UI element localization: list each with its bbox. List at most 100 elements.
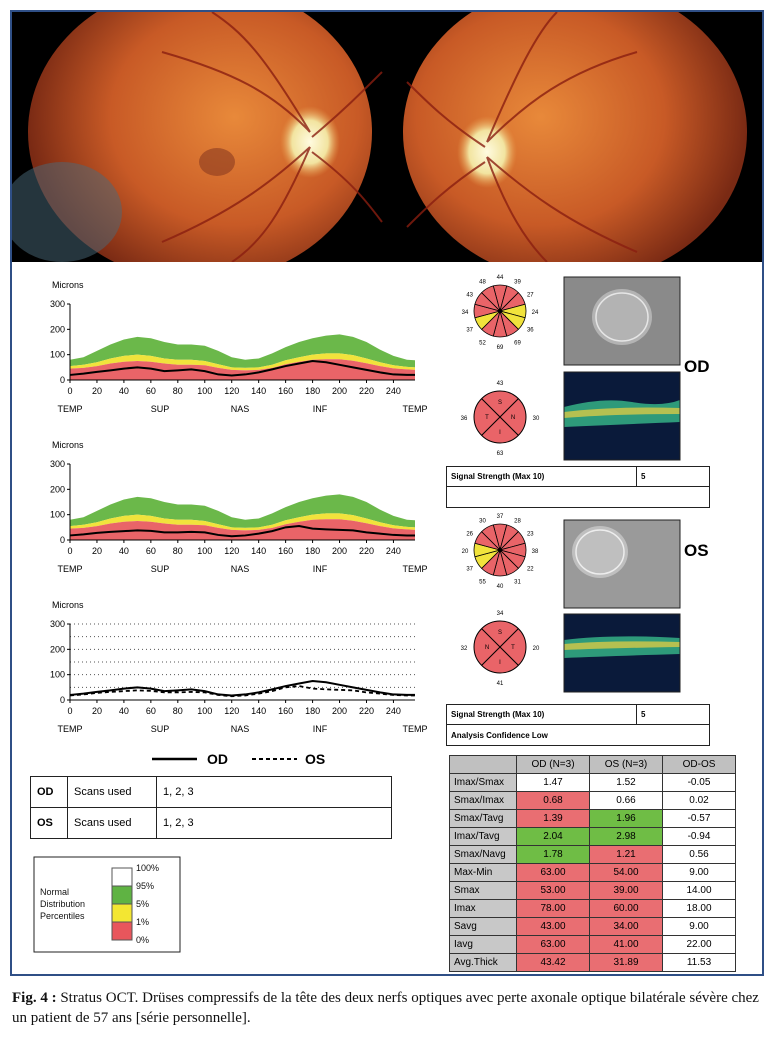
signal-box-os: Signal Strength (Max 10) 5 Analysis Conf… [446, 704, 710, 746]
metric-diff-value: 9.00 [662, 863, 736, 882]
band-95-5 [70, 494, 415, 528]
region-label: SUP [151, 724, 170, 734]
eye-label-od: OD [684, 357, 710, 376]
scans-row-od: OD Scans used 1, 2, 3 [30, 776, 392, 808]
clock-sector [481, 524, 501, 552]
clock-value: 43 [466, 293, 473, 299]
y-tick-label: 0 [60, 695, 65, 705]
clock-value: 69 [514, 340, 521, 346]
region-label: NAS [231, 564, 250, 574]
tsnit-chart-os: Microns 300 200 100 00 20 40 60 80 100 120 140 160 18… [50, 440, 428, 574]
caption-label: Fig. 4 : [12, 990, 57, 1006]
metric-od-value: 0.68 [516, 791, 590, 810]
x-tick-label: 100 [197, 546, 212, 556]
region-label: TEMP [57, 404, 82, 414]
series-line-os [69, 525, 415, 538]
tsnit-chart-od: Microns 300 200 100 00 20 40 60 80 100 120 140 160 18… [50, 280, 428, 414]
quad-value-left: 36 [461, 416, 468, 422]
metrics-row: Smax/Imax 0.68 0.66 0.02 [449, 791, 736, 810]
metrics-row: Smax/Tavg 1.39 1.96 -0.57 [449, 809, 736, 828]
series-line-od [69, 679, 415, 697]
metric-diff-value: 18.00 [662, 899, 736, 918]
metric-od-value: 78.00 [516, 899, 590, 918]
metric-os-value: 1.96 [589, 809, 663, 828]
scans-label-od: Scans used [67, 776, 157, 808]
quad-divider [481, 628, 519, 666]
signal-label-od: Signal Strength (Max 10) [447, 467, 637, 487]
region-label: NAS [231, 724, 250, 734]
scans-eye-os: OS [30, 807, 68, 839]
y-tick-label: 100 [50, 510, 65, 520]
metric-diff-value: -0.05 [662, 773, 736, 792]
x-tick-label: 200 [332, 546, 347, 556]
clock-value: 69 [497, 345, 504, 351]
quad-value-left: 32 [461, 646, 468, 652]
clock-value: 48 [479, 280, 486, 286]
series-line-os [69, 685, 415, 698]
metric-diff-value: 22.00 [662, 935, 736, 954]
clock-value: 44 [497, 275, 504, 281]
chart-title: Microns [52, 280, 84, 290]
legend-title-2: Distribution [40, 899, 85, 909]
quad-inner-label: N [511, 415, 515, 421]
metrics-header-diff: OD-OS [662, 755, 736, 774]
metric-label: Smax/Navg [449, 845, 517, 864]
band-5-1 [70, 513, 415, 531]
clock-value: 37 [466, 567, 473, 573]
eye-label-os: OS [684, 541, 709, 560]
metrics-row: Imax/Tavg 2.04 2.98 -0.94 [449, 827, 736, 846]
clock-value: 20 [462, 549, 469, 555]
quad-value-bottom: 63 [497, 451, 504, 457]
x-tick-label: 120 [224, 546, 239, 556]
metric-os-value: 41.00 [589, 935, 663, 954]
quad-value-bottom: 41 [497, 681, 504, 687]
metrics-row: Imax/Smax 1.47 1.52 -0.05 [449, 773, 736, 792]
metrics-header-od: OD (N=3) [516, 755, 590, 774]
clock-value: 24 [532, 310, 539, 316]
region-label: TEMP [57, 724, 82, 734]
y-tick-label: 100 [50, 670, 65, 680]
metric-os-value: 54.00 [589, 863, 663, 882]
clock-sector [481, 285, 501, 313]
metrics-row: Iavg 63.00 41.00 22.00 [449, 935, 736, 954]
x-tick-label: 20 [92, 546, 102, 556]
legend-level-100: 100% [136, 863, 159, 873]
metric-label: Imax/Smax [449, 773, 517, 792]
legend-level-95: 95% [136, 881, 154, 891]
x-tick-label: 60 [146, 386, 156, 396]
clock-value: 52 [479, 340, 486, 346]
metrics-table: OD (N=3) OS (N=3) OD-OS Imax/Smax 1.47 1.5… [449, 755, 736, 972]
signal-label-os: Signal Strength (Max 10) [447, 705, 637, 725]
y-tick-label: 200 [50, 484, 65, 494]
x-tick-label: 60 [146, 546, 156, 556]
fundus-photo-os [387, 12, 762, 262]
x-tick-label: 100 [197, 706, 212, 716]
x-tick-label: 200 [332, 386, 347, 396]
metric-os-value: 1.52 [589, 773, 663, 792]
metric-os-value: 2.98 [589, 827, 663, 846]
x-tick-label: 240 [386, 386, 401, 396]
fundus-photos [12, 12, 762, 262]
x-tick-label: 20 [92, 386, 102, 396]
scans-row-os: OS Scans used 1, 2, 3 [30, 807, 392, 839]
metric-od-value: 63.00 [516, 863, 590, 882]
quad-inner-label: S [498, 400, 502, 406]
clock-value: 39 [514, 280, 521, 286]
clock-center [498, 309, 502, 313]
region-label: INF [313, 404, 328, 414]
os-line-label: OS [305, 751, 325, 767]
metric-label: Smax [449, 881, 517, 900]
metric-diff-value: 0.56 [662, 845, 736, 864]
metric-od-value: 1.78 [516, 845, 590, 864]
legend-swatch-green [111, 885, 133, 905]
oct-scan-image-od [563, 371, 681, 461]
y-tick-label: 200 [50, 644, 65, 654]
y-tick-label: 200 [50, 324, 65, 334]
x-tick-label: 140 [251, 546, 266, 556]
clock-value: 31 [514, 579, 521, 585]
x-tick-label: 120 [224, 706, 239, 716]
scans-eye-od: OD [30, 776, 68, 808]
region-label: TEMP [402, 564, 427, 574]
quad-inner-label: T [485, 415, 489, 421]
clock-value: 28 [514, 519, 521, 525]
